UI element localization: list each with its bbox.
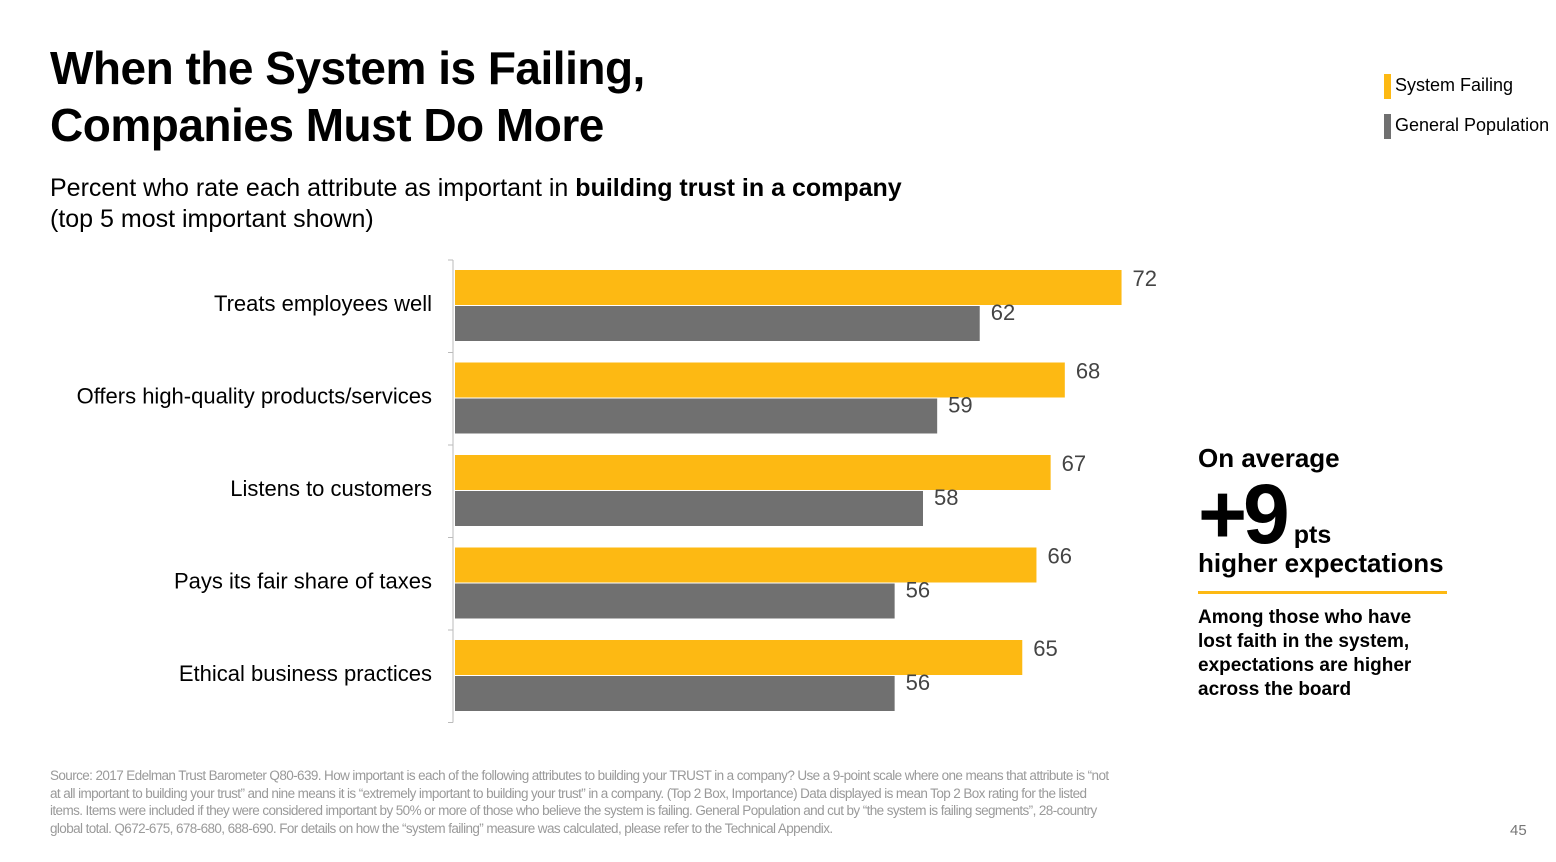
page-number: 45 bbox=[1510, 822, 1527, 839]
category-label: Offers high-quality products/services bbox=[77, 383, 432, 408]
callout-rule bbox=[1198, 591, 1447, 594]
value-label: 62 bbox=[991, 300, 1015, 325]
bar bbox=[455, 491, 923, 526]
subtitle-bold: building trust in a company bbox=[575, 174, 902, 202]
bar bbox=[455, 640, 1023, 675]
value-label: 58 bbox=[934, 485, 958, 510]
value-label: 67 bbox=[1062, 451, 1086, 476]
subtitle-line: Percent who rate each attribute as impor… bbox=[50, 173, 902, 204]
subtitle-text: Percent who rate each attribute as impor… bbox=[50, 174, 569, 202]
bar bbox=[455, 583, 895, 619]
value-label: 72 bbox=[1133, 266, 1157, 291]
value-label: 68 bbox=[1076, 358, 1100, 383]
callout-tail: higher expectations bbox=[1198, 548, 1444, 578]
value-label: 56 bbox=[906, 577, 930, 602]
legend-swatch bbox=[1384, 74, 1391, 99]
callout-unit: pts bbox=[1293, 521, 1332, 549]
bar bbox=[455, 398, 938, 434]
category-label: Listens to customers bbox=[230, 476, 432, 501]
callout-big: +9 bbox=[1198, 467, 1290, 561]
callout-figure: +9 pts bbox=[1198, 466, 1458, 561]
callout-note: Among those who have lost faith in the s… bbox=[1198, 607, 1412, 700]
source-note: Source: 2017 Edelman Trust Barometer Q80… bbox=[50, 768, 1109, 836]
legend-swatch bbox=[1384, 114, 1391, 139]
value-label: 66 bbox=[1047, 543, 1071, 568]
value-label: 65 bbox=[1033, 636, 1057, 661]
title: When the System is Failing, Companies Mu… bbox=[50, 40, 645, 154]
bar bbox=[455, 362, 1065, 398]
title-line: Companies Must Do More bbox=[50, 99, 604, 151]
category-label: Treats employees well bbox=[214, 291, 432, 316]
category-label: Ethical business practices bbox=[179, 661, 432, 686]
bar bbox=[455, 676, 895, 711]
callout-lead: On average bbox=[1198, 443, 1340, 473]
bar bbox=[455, 270, 1122, 305]
title-line: When the System is Failing, bbox=[50, 42, 645, 94]
value-label: 59 bbox=[948, 392, 972, 417]
bar bbox=[455, 547, 1037, 583]
value-label: 56 bbox=[906, 670, 930, 695]
bar bbox=[455, 455, 1051, 490]
legend-label: General Population bbox=[1395, 115, 1549, 135]
legend-label: System Failing bbox=[1395, 75, 1513, 95]
subtitle-line2: (top 5 most important shown) bbox=[50, 205, 374, 233]
category-label: Pays its fair share of taxes bbox=[174, 568, 432, 593]
callout: On average +9 pts higher expectations Amo… bbox=[1198, 443, 1458, 702]
bar bbox=[455, 306, 980, 341]
subtitle: Percent who rate each attribute as impor… bbox=[50, 173, 902, 235]
